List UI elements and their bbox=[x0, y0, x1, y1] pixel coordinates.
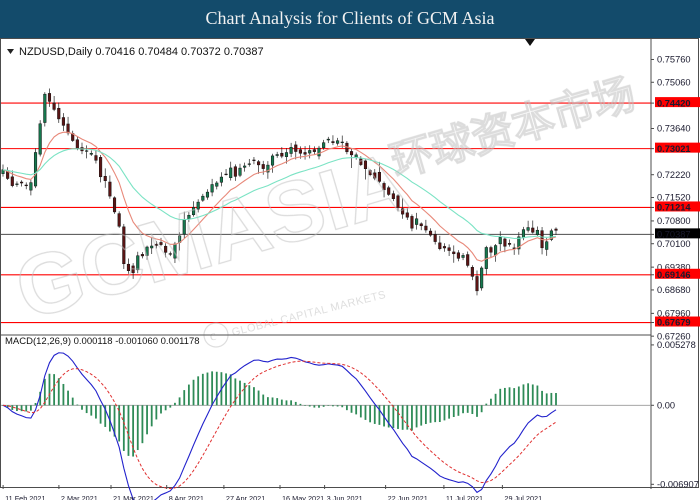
svg-text:8 Apr 2021: 8 Apr 2021 bbox=[169, 494, 204, 500]
svg-text:0.73021: 0.73021 bbox=[657, 144, 691, 154]
svg-text:GLOBAL CAPITAL MARKETS: GLOBAL CAPITAL MARKETS bbox=[231, 289, 388, 339]
svg-text:环球资本市场: 环球资本市场 bbox=[385, 70, 640, 186]
svg-text:2 Mar 2021: 2 Mar 2021 bbox=[61, 494, 98, 500]
svg-text:0.75760: 0.75760 bbox=[657, 55, 691, 65]
svg-text:0.005278: 0.005278 bbox=[657, 340, 696, 350]
svg-text:0.70800: 0.70800 bbox=[657, 216, 691, 226]
svg-text:-0.006907: -0.006907 bbox=[657, 480, 699, 490]
svg-text:22 Jun 2021: 22 Jun 2021 bbox=[388, 494, 428, 500]
svg-text:0.74420: 0.74420 bbox=[657, 98, 691, 108]
svg-text:0.71214: 0.71214 bbox=[657, 203, 691, 213]
svg-text:11 Jul 2021: 11 Jul 2021 bbox=[446, 494, 483, 500]
svg-text:0.72220: 0.72220 bbox=[657, 170, 691, 180]
svg-text:0.70100: 0.70100 bbox=[657, 239, 691, 249]
svg-text:NZDUSD,Daily 0.70416 0.70484: NZDUSD,Daily 0.70416 0.70484 0.70372 0.7… bbox=[19, 46, 264, 58]
svg-text:0.71520: 0.71520 bbox=[657, 193, 691, 203]
svg-text:0.73640: 0.73640 bbox=[657, 124, 691, 134]
svg-text:MACD(12,26,9) 0.000118 -0.0010: MACD(12,26,9) 0.000118 -0.001060 0.00117… bbox=[5, 336, 200, 347]
svg-text:0.75060: 0.75060 bbox=[657, 77, 691, 87]
svg-text:c: c bbox=[208, 329, 218, 345]
svg-text:0.68680: 0.68680 bbox=[657, 285, 691, 295]
svg-text:0.67679: 0.67679 bbox=[657, 318, 691, 328]
svg-text:3 Jun 2021: 3 Jun 2021 bbox=[327, 494, 363, 500]
svg-text:27 Apr 2021: 27 Apr 2021 bbox=[226, 494, 265, 500]
svg-text:0.00: 0.00 bbox=[657, 400, 675, 410]
svg-text:29 Jul 2021: 29 Jul 2021 bbox=[504, 494, 542, 500]
svg-text:16 May 2021: 16 May 2021 bbox=[282, 494, 324, 500]
svg-text:11 Feb 2021: 11 Feb 2021 bbox=[5, 494, 45, 500]
svg-text:0.69146: 0.69146 bbox=[657, 270, 691, 280]
svg-text:21 Mar 2021: 21 Mar 2021 bbox=[113, 494, 154, 500]
